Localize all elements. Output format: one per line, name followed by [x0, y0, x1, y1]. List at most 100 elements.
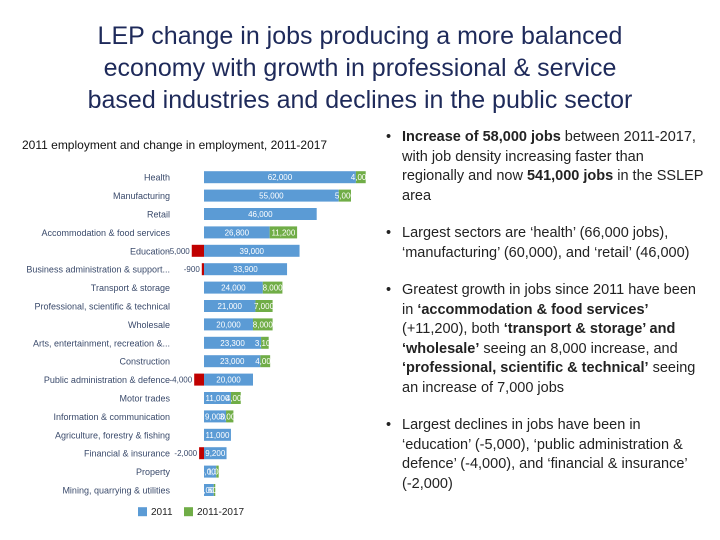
bullet-item: Largest sectors are ‘health’ (66,000 job… [384, 224, 708, 263]
category-label: Manufacturing [113, 191, 170, 201]
bullet-text: between 2011-2017, with job density incr… [402, 129, 696, 184]
bar-label-2011: 46,000 [248, 210, 273, 219]
bar-2011 [204, 263, 288, 276]
bullet-text: Largest sectors are ‘health’ (66,000 job… [402, 225, 690, 261]
bullet-text: seeing an increase of 7,000 jobs [402, 360, 696, 396]
bar-label-2011: 23,300 [220, 339, 245, 348]
bar-label-2011: 9,000 [205, 412, 226, 421]
bullet-text: seeing an 8,000 increase, and [479, 340, 678, 357]
bar-change [194, 373, 204, 386]
category-label: Professional, scientific & technical [34, 302, 170, 312]
legend-swatch-2011 [138, 507, 147, 517]
title-line: economy with growth in professional & se… [103, 54, 617, 82]
bar-change [216, 465, 219, 478]
category-label: Property [136, 467, 171, 477]
bar-2011 [204, 465, 217, 478]
bar-label-2011: 11,000 [206, 394, 230, 403]
bullet-text: ‘accommodation & food services’ [417, 301, 649, 318]
bar-label-2011: 11,000 [206, 431, 230, 440]
bar-2011 [204, 189, 339, 202]
category-label: Arts, entertainment, recreation &... [33, 338, 170, 348]
bar-label-2011: 4,000 [199, 486, 220, 495]
bullet-text: ‘professional, scientific & technical’ [402, 360, 649, 376]
bar-change [226, 410, 234, 423]
bar-label-2011: 21,000 [217, 302, 242, 311]
category-label: Transport & storage [91, 283, 170, 293]
bar-change [191, 244, 204, 257]
bar-label-change: 3,000 [220, 412, 241, 421]
bullet-text: Greatest growth in jobs since 2011 have … [402, 282, 696, 318]
bar-change [199, 447, 204, 460]
bar-change [262, 281, 283, 294]
bar-label-change: 11,200 [271, 228, 295, 237]
bar-2011 [204, 355, 261, 368]
title-line: LEP change in jobs producing a more bala… [97, 22, 623, 50]
category-label: Motor trades [119, 394, 170, 404]
bar-label-change: -4,000 [170, 376, 193, 385]
bar-label-change: 600 [208, 486, 222, 495]
bar-label-2011: 26,800 [225, 228, 250, 237]
bar-label-2011: 23,000 [220, 357, 245, 366]
bar-2011 [204, 318, 253, 331]
bar-change [253, 318, 273, 331]
chart-caption: 2011 employment and change in employment… [22, 138, 328, 152]
bar-2011 [204, 300, 256, 312]
bar-2011 [204, 226, 270, 239]
bullet-text: (+11,200), both [402, 321, 504, 337]
bar-2011 [204, 208, 317, 220]
bar-2011 [204, 244, 300, 257]
bar-label-change: 5,000 [335, 192, 356, 201]
bar-label-2011: 5,000 [200, 468, 221, 477]
bar-change [201, 263, 204, 276]
bar-label-2011: 55,000 [259, 192, 284, 201]
category-label: Agriculture, forestry & fishing [55, 430, 170, 440]
bar-label-change: 4,000 [226, 394, 247, 403]
bar-label-2011: 20,000 [216, 376, 241, 385]
bar-change [269, 226, 298, 239]
legend-label-2011: 2011 [151, 507, 173, 518]
bar-label-2011: 62,000 [268, 173, 293, 182]
bullet-text: in the SSLEP area [402, 168, 704, 204]
bar-label-change: 1,000 [207, 468, 228, 477]
bar-change [230, 392, 241, 404]
bar-label-change: 7,000 [254, 302, 275, 311]
bar-change [255, 300, 273, 312]
bullet-text: Increase of 58,000 jobs [402, 129, 561, 145]
bullet-text: Largest declines in jobs have been in ‘e… [402, 417, 688, 492]
bullet-item: Increase of 58,000 jobs between 2011-201… [384, 128, 708, 206]
bar-label-change: 3,100 [255, 339, 276, 348]
bullet-list: Increase of 58,000 jobs between 2011-201… [384, 128, 708, 494]
bar-label-2011: 33,900 [233, 265, 258, 274]
bar-label-change: 4,000 [351, 173, 372, 182]
bar-change [213, 484, 216, 496]
bar-label-change: -5,000 [167, 247, 190, 256]
bar-change [261, 336, 269, 349]
category-label: Mining, quarrying & utilities [62, 486, 170, 496]
category-label: Health [144, 173, 170, 183]
bar-label-change: 4,000 [255, 357, 276, 366]
bar-2011 [204, 428, 231, 441]
bullet-text: 541,000 jobs [526, 168, 614, 184]
category-label: Wholesale [128, 320, 170, 330]
bar-2011 [204, 484, 214, 496]
bullet-item: Largest declines in jobs have been in ‘e… [384, 416, 708, 494]
bar-2011 [204, 336, 262, 349]
category-label: Public administration & defence [44, 375, 170, 385]
legend-label-change: 2011-2017 [197, 507, 245, 518]
employment-chart: Health 62,000 4,000 Manufacturing 55,000 5,00… [26, 171, 372, 518]
page-title: LEP change in jobs producing a more bala… [10, 20, 710, 116]
category-label: Education [130, 246, 170, 256]
bar-label-change: 8,000 [253, 320, 274, 329]
category-label: Financial & insurance [84, 449, 170, 459]
bar-2011 [204, 447, 227, 460]
bullet-text: ‘transport & storage’ and ‘wholesale’ [402, 321, 676, 357]
bar-change [355, 171, 366, 184]
category-label: Business administration & support... [26, 265, 170, 275]
bar-change [260, 355, 271, 368]
bar-label-change: -2,000 [174, 449, 197, 458]
bar-label-2011: 9,200 [205, 449, 226, 458]
bar-label-change: -900 [184, 265, 201, 274]
title-line: based industries and declines in the pub… [87, 86, 633, 114]
bar-change [338, 189, 351, 202]
bar-2011 [204, 392, 231, 404]
